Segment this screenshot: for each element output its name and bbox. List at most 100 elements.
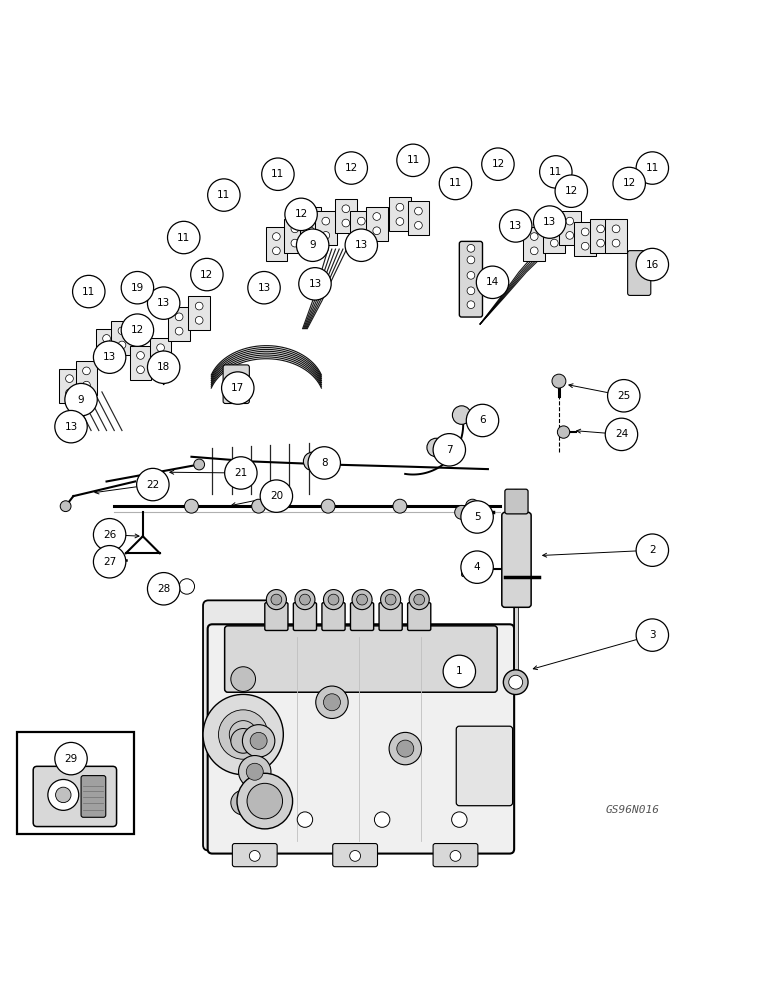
- FancyBboxPatch shape: [350, 603, 374, 630]
- Circle shape: [168, 221, 200, 254]
- Circle shape: [414, 594, 425, 605]
- Text: 11: 11: [449, 178, 462, 188]
- Circle shape: [415, 221, 422, 229]
- Text: 20: 20: [269, 491, 283, 501]
- Circle shape: [147, 351, 180, 383]
- Text: 21: 21: [234, 468, 248, 478]
- Text: 13: 13: [103, 352, 117, 362]
- Circle shape: [83, 381, 90, 389]
- Circle shape: [229, 721, 257, 748]
- FancyBboxPatch shape: [502, 512, 531, 607]
- Circle shape: [105, 553, 119, 567]
- Circle shape: [273, 247, 280, 255]
- FancyBboxPatch shape: [350, 211, 372, 245]
- Circle shape: [385, 594, 396, 605]
- Circle shape: [581, 242, 589, 250]
- FancyBboxPatch shape: [168, 307, 190, 341]
- Circle shape: [393, 499, 407, 513]
- Circle shape: [291, 239, 299, 247]
- FancyBboxPatch shape: [590, 219, 611, 253]
- Circle shape: [373, 213, 381, 220]
- FancyBboxPatch shape: [76, 361, 97, 395]
- Circle shape: [452, 406, 471, 424]
- FancyBboxPatch shape: [225, 626, 497, 692]
- Text: 6: 6: [479, 415, 486, 425]
- Circle shape: [381, 590, 401, 610]
- Text: 12: 12: [294, 209, 308, 219]
- FancyBboxPatch shape: [266, 227, 287, 261]
- Circle shape: [157, 576, 179, 597]
- Circle shape: [179, 579, 195, 594]
- Circle shape: [157, 344, 164, 352]
- Circle shape: [321, 499, 335, 513]
- FancyBboxPatch shape: [300, 207, 321, 241]
- Circle shape: [335, 152, 367, 184]
- Circle shape: [433, 434, 466, 466]
- Circle shape: [175, 327, 183, 335]
- Text: GS96N016: GS96N016: [606, 805, 660, 815]
- FancyBboxPatch shape: [605, 219, 627, 253]
- Text: 12: 12: [130, 325, 144, 335]
- Circle shape: [231, 790, 256, 815]
- Circle shape: [452, 812, 467, 827]
- Circle shape: [357, 217, 365, 225]
- Circle shape: [636, 534, 669, 566]
- Circle shape: [231, 667, 256, 691]
- Circle shape: [322, 232, 330, 239]
- Circle shape: [137, 366, 144, 374]
- Circle shape: [389, 732, 422, 765]
- FancyBboxPatch shape: [459, 241, 482, 317]
- Circle shape: [271, 594, 282, 605]
- Circle shape: [56, 787, 71, 803]
- Text: 13: 13: [308, 279, 322, 289]
- Text: 3: 3: [649, 630, 655, 640]
- Circle shape: [157, 358, 164, 366]
- Circle shape: [461, 551, 493, 583]
- Circle shape: [357, 594, 367, 605]
- Circle shape: [231, 729, 256, 753]
- Circle shape: [612, 225, 620, 233]
- Circle shape: [249, 850, 260, 861]
- Circle shape: [597, 225, 604, 233]
- Text: 13: 13: [157, 298, 171, 308]
- Circle shape: [48, 779, 79, 810]
- Circle shape: [147, 573, 180, 605]
- Circle shape: [300, 594, 310, 605]
- Circle shape: [129, 279, 141, 292]
- Text: 24: 24: [615, 429, 628, 439]
- Circle shape: [194, 459, 205, 470]
- Text: 13: 13: [354, 240, 368, 250]
- Text: 11: 11: [271, 169, 285, 179]
- FancyBboxPatch shape: [333, 844, 378, 867]
- Text: 12: 12: [622, 178, 636, 188]
- Text: 12: 12: [344, 163, 358, 173]
- Text: 4: 4: [474, 562, 480, 572]
- Circle shape: [147, 287, 180, 319]
- Circle shape: [306, 213, 314, 220]
- Circle shape: [636, 152, 669, 184]
- FancyBboxPatch shape: [265, 603, 288, 630]
- Text: 11: 11: [217, 190, 231, 200]
- FancyBboxPatch shape: [628, 251, 651, 295]
- Text: 11: 11: [406, 155, 420, 165]
- Text: 16: 16: [645, 260, 659, 270]
- Text: 18: 18: [157, 362, 171, 372]
- Circle shape: [195, 316, 203, 324]
- Text: 28: 28: [157, 584, 171, 594]
- Circle shape: [322, 217, 330, 225]
- Circle shape: [103, 335, 110, 342]
- Circle shape: [476, 266, 509, 299]
- Circle shape: [608, 380, 640, 412]
- Circle shape: [439, 167, 472, 200]
- Circle shape: [262, 158, 294, 190]
- Circle shape: [533, 206, 566, 238]
- Circle shape: [291, 225, 299, 233]
- Circle shape: [185, 499, 198, 513]
- Circle shape: [296, 229, 329, 261]
- Text: 25: 25: [617, 391, 631, 401]
- Circle shape: [552, 374, 566, 388]
- Text: 11: 11: [549, 167, 563, 177]
- Circle shape: [242, 725, 275, 757]
- Circle shape: [613, 167, 645, 200]
- FancyBboxPatch shape: [433, 844, 478, 867]
